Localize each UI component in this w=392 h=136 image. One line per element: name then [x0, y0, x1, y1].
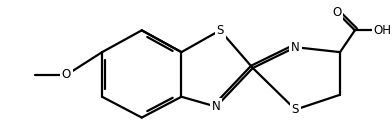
Text: N: N [291, 41, 300, 54]
Text: S: S [292, 103, 299, 116]
Text: N: N [212, 100, 220, 113]
Text: O: O [62, 68, 71, 81]
Text: O: O [332, 6, 342, 19]
Text: S: S [216, 24, 224, 37]
Text: OH: OH [374, 24, 392, 37]
